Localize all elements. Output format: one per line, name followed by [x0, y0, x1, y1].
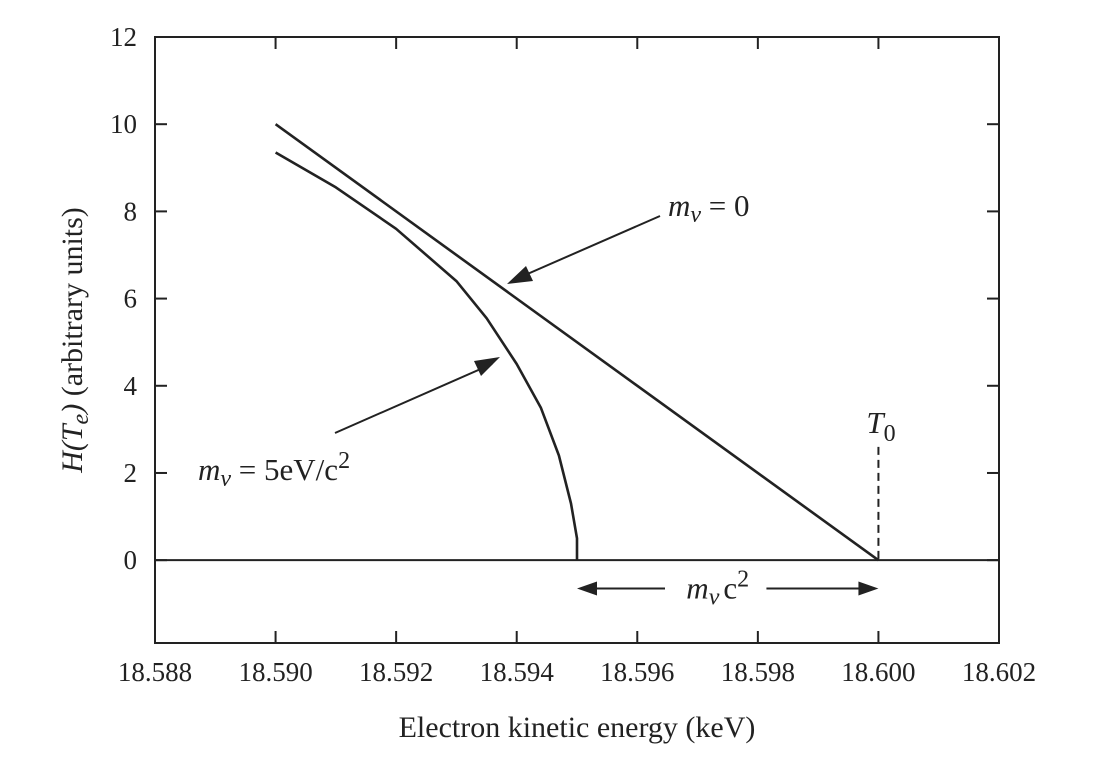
arrowhead-massless	[507, 266, 533, 284]
gap-label: mν c2	[686, 567, 749, 611]
arrowhead-massive	[474, 357, 500, 376]
x-tick-label: 18.600	[841, 657, 915, 687]
y-tick-label: 12	[110, 22, 137, 52]
tick-labels: 18.588 18.590 18.592 18.594 18.596 18.598 18.6…	[110, 22, 1036, 687]
y-tick-label: 6	[124, 284, 138, 314]
x-tick-label: 18.596	[600, 657, 674, 687]
y-tick-label: 0	[124, 545, 138, 575]
x-tick-label: 18.602	[962, 657, 1036, 687]
y-tick-label: 2	[124, 458, 138, 488]
plot-frame	[154, 36, 1000, 644]
x-tick-label: 18.590	[238, 657, 312, 687]
y-axis-title: H(Te) (arbitrary units)	[56, 207, 94, 474]
x-tick-label: 18.592	[359, 657, 433, 687]
series-layer	[274, 123, 880, 562]
y-tick-label: 8	[124, 196, 138, 226]
y-tick-label: 10	[110, 109, 137, 139]
gap-arrowhead-left	[577, 581, 597, 596]
x-tick-label: 18.588	[118, 657, 192, 687]
endpoint-label: T0	[866, 405, 895, 447]
label-massive: mν = 5eV/c2	[198, 448, 350, 492]
gap-arrowhead-right	[858, 581, 879, 596]
x-tick-label: 18.594	[480, 657, 555, 687]
x-axis-title: Electron kinetic energy (keV)	[399, 711, 756, 744]
arrow-massive	[334, 363, 493, 434]
arrow-massless	[515, 215, 661, 280]
series-line-2	[274, 151, 579, 561]
y-tick-label: 4	[124, 371, 138, 401]
series-line-1	[274, 123, 880, 562]
label-massless: mν = 0	[668, 188, 750, 228]
x-tick-label: 18.598	[721, 657, 795, 687]
